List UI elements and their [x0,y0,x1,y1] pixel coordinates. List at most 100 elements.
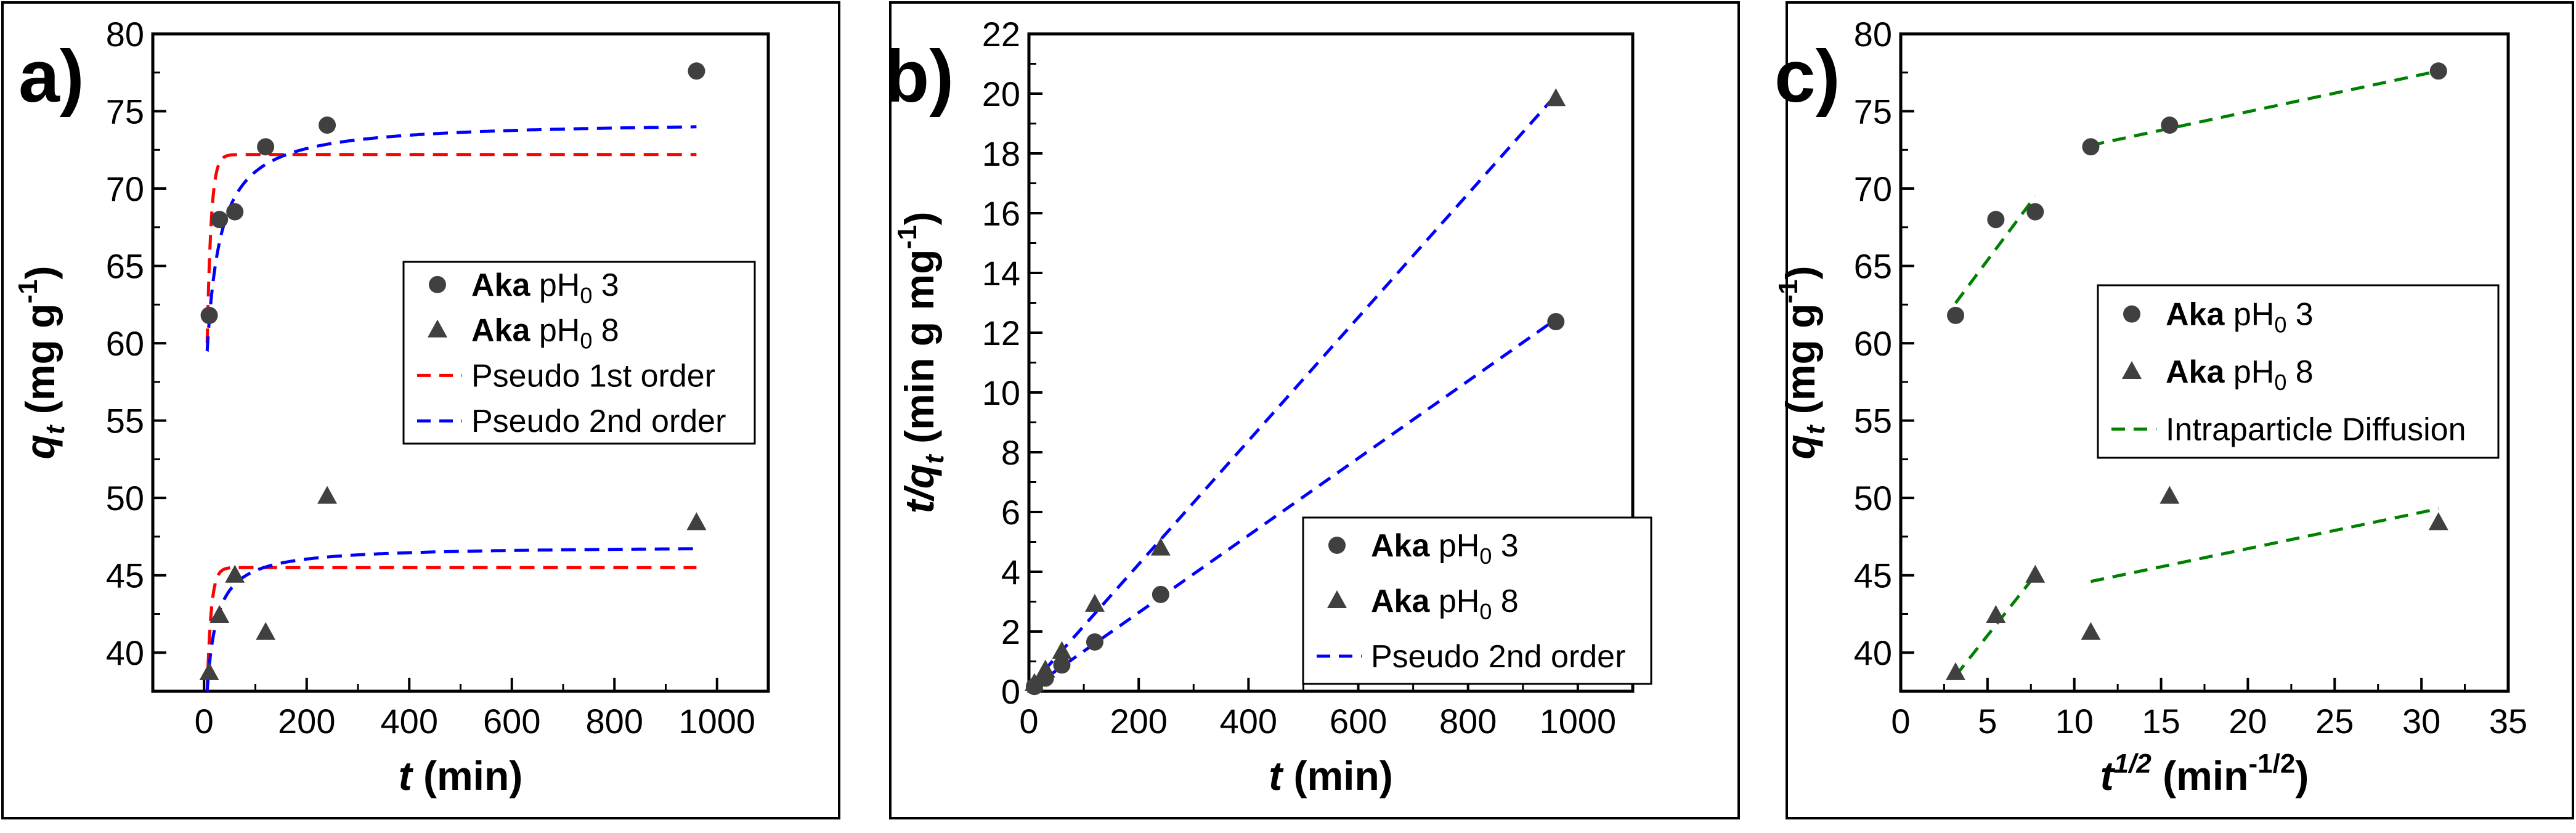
data-point-circle [226,203,244,221]
text-span: (min g mg [896,250,942,455]
data-point-triangle [256,622,276,640]
legend-marker-triangle [1327,590,1347,608]
x-axis-label: t (min) [399,753,523,798]
x-tick-label: 1000 [1540,702,1617,741]
data-point-circle [2026,203,2044,221]
y-tick-label: 16 [982,194,1020,233]
y-tick-label: 60 [106,324,144,363]
y-tick-label: 65 [106,247,144,286]
legend-label: Pseudo 2nd order [1371,639,1625,675]
data-point-circle [1987,211,2005,229]
data-point-circle [2429,62,2447,80]
x-axis-label: t1/2 (min-1/2) [2100,749,2309,798]
x-tick-label: 30 [2402,702,2440,741]
x-tick-label: 800 [586,702,643,741]
fit-curve [205,153,697,344]
data-point-circle [2082,138,2100,156]
text-span: 1/2 [2114,749,2152,779]
data-point-triangle [1084,593,1105,612]
text-span: pH [530,267,580,303]
legend-label: Pseudo 1st order [471,358,715,394]
text-span: 0 [580,283,592,308]
data-point-triangle [199,662,219,680]
text-span: Aka [471,313,530,349]
y-tick-label: 40 [1854,633,1892,672]
y-tick-label: 45 [1854,556,1892,595]
data-point-triangle [2428,512,2448,530]
data-point-circle [200,306,218,324]
legend-label: Aka pH0 8 [2166,354,2314,395]
legend-label: Aka pH0 3 [471,267,619,308]
text-span: -1 [13,279,43,303]
x-tick-label: 0 [1891,702,1910,741]
text-span: Aka [1371,583,1430,619]
x-tick-label: 800 [1439,702,1497,741]
y-tick-label: 50 [106,479,144,518]
text-span: t [2100,753,2116,798]
text-span: pH [2224,297,2274,333]
y-axis-label: qt (mg g-1) [1773,266,1830,459]
panel-label: c) [1774,35,1840,118]
x-tick-label: 0 [1019,702,1038,741]
text-span: (mg g [17,304,63,426]
data-point-circle [1152,585,1169,603]
y-tick-label: 14 [982,254,1020,293]
y-tick-label: 70 [106,169,144,208]
panel-label: a) [18,35,84,118]
x-tick-label: 35 [2489,702,2527,741]
text-span: ) [1778,266,1823,279]
legend-label: Aka pH0 8 [471,313,619,354]
x-tick-label: 25 [2315,702,2354,741]
text-span: pH [2224,354,2274,390]
fit-curve [205,125,697,352]
text-span: t [399,753,414,798]
data-point-triangle [1546,88,1566,107]
data-point-circle [211,211,229,229]
data-point-triangle [1052,641,1072,659]
text-span: -1 [892,225,922,249]
panel-frame [889,1,1740,819]
y-tick-label: 6 [1001,493,1020,532]
y-axis-label: t/qt (min g mg-1) [892,211,949,513]
text-span: pH [1429,583,1479,619]
text-span: 3 [2286,297,2313,333]
text-span: q [1778,434,1823,459]
text-span: t [1269,753,1284,798]
text-span: 3 [1492,528,1518,564]
text-span: (mg g [1778,304,1823,426]
text-span: 8 [2286,354,2313,390]
y-axis-label: qt (mg g-1) [13,266,70,459]
y-tick-label: 50 [1854,479,1892,518]
panel-frame [1,1,840,819]
data-point-triangle [1150,537,1171,556]
y-tick-label: 80 [106,15,144,54]
text-span: t [1800,424,1830,434]
data-point-circle [2161,116,2179,134]
legend-marker-triangle [428,319,447,338]
data-point-triangle [225,564,245,583]
fit-line [2090,507,2439,583]
fit-curve [205,547,697,693]
y-tick-label: 60 [1854,324,1892,363]
text-span: ) [896,211,942,225]
y-tick-label: 65 [1854,247,1892,286]
legend-box [2097,284,2500,459]
text-span: 8 [592,313,619,349]
legend-marker-circle [429,275,446,293]
text-span: t [919,453,949,464]
data-point-triangle [1986,604,2006,623]
y-tick-label: 40 [106,633,144,672]
y-tick-label: 4 [1001,553,1020,591]
text-span: (min) [1282,753,1393,798]
data-point-circle [1547,313,1565,331]
legend-label: Pseudo 2nd order [471,404,726,439]
text-span: Aka [471,267,530,303]
x-tick-label: 200 [278,702,335,741]
data-point-triangle [2160,486,2180,504]
y-tick-label: 22 [982,15,1020,54]
